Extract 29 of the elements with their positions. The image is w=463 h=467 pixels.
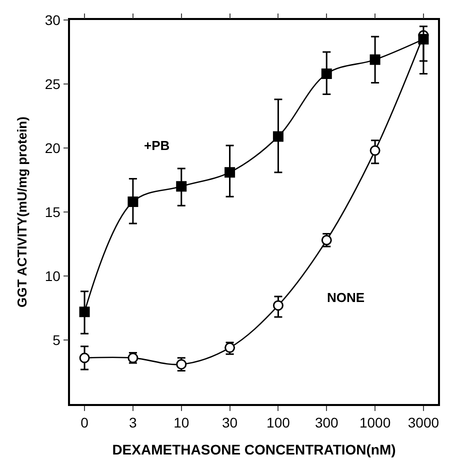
point: [418, 34, 429, 44]
point: [321, 68, 332, 80]
x-tick-label: 1000: [359, 414, 391, 431]
y-tick-label: 25: [44, 76, 61, 92]
point: [272, 300, 284, 311]
text: +PB: [144, 138, 170, 153]
x-axis-title: DEXAMETHASONE CONCENTRATION(nM): [112, 441, 396, 458]
point: [79, 306, 90, 318]
point: [370, 145, 380, 156]
y-axis-title: GGT ACTIVITY(mU/mg protein): [14, 116, 30, 308]
x-tick-label: 3: [129, 414, 138, 431]
text: NONE: [327, 290, 365, 305]
x-tick-label: 30: [222, 414, 238, 431]
point: [79, 352, 90, 364]
x-tick-label: 10: [174, 414, 190, 431]
x-tick-label: 100: [266, 414, 290, 431]
y-tick-label: 15: [44, 204, 61, 220]
x-tick-label: 3000: [408, 414, 440, 431]
y-tick-label: 10: [44, 268, 61, 284]
point: [272, 131, 284, 142]
x-tick-label: 300: [314, 414, 339, 431]
point: [176, 181, 187, 192]
point: [128, 196, 138, 208]
point: [224, 167, 236, 178]
y-tick-label: 5: [52, 332, 61, 348]
y-tick-label: 30: [44, 12, 61, 28]
x-tick-label: 0: [80, 414, 89, 431]
y-tick-label: 20: [44, 140, 61, 156]
point: [370, 54, 380, 65]
